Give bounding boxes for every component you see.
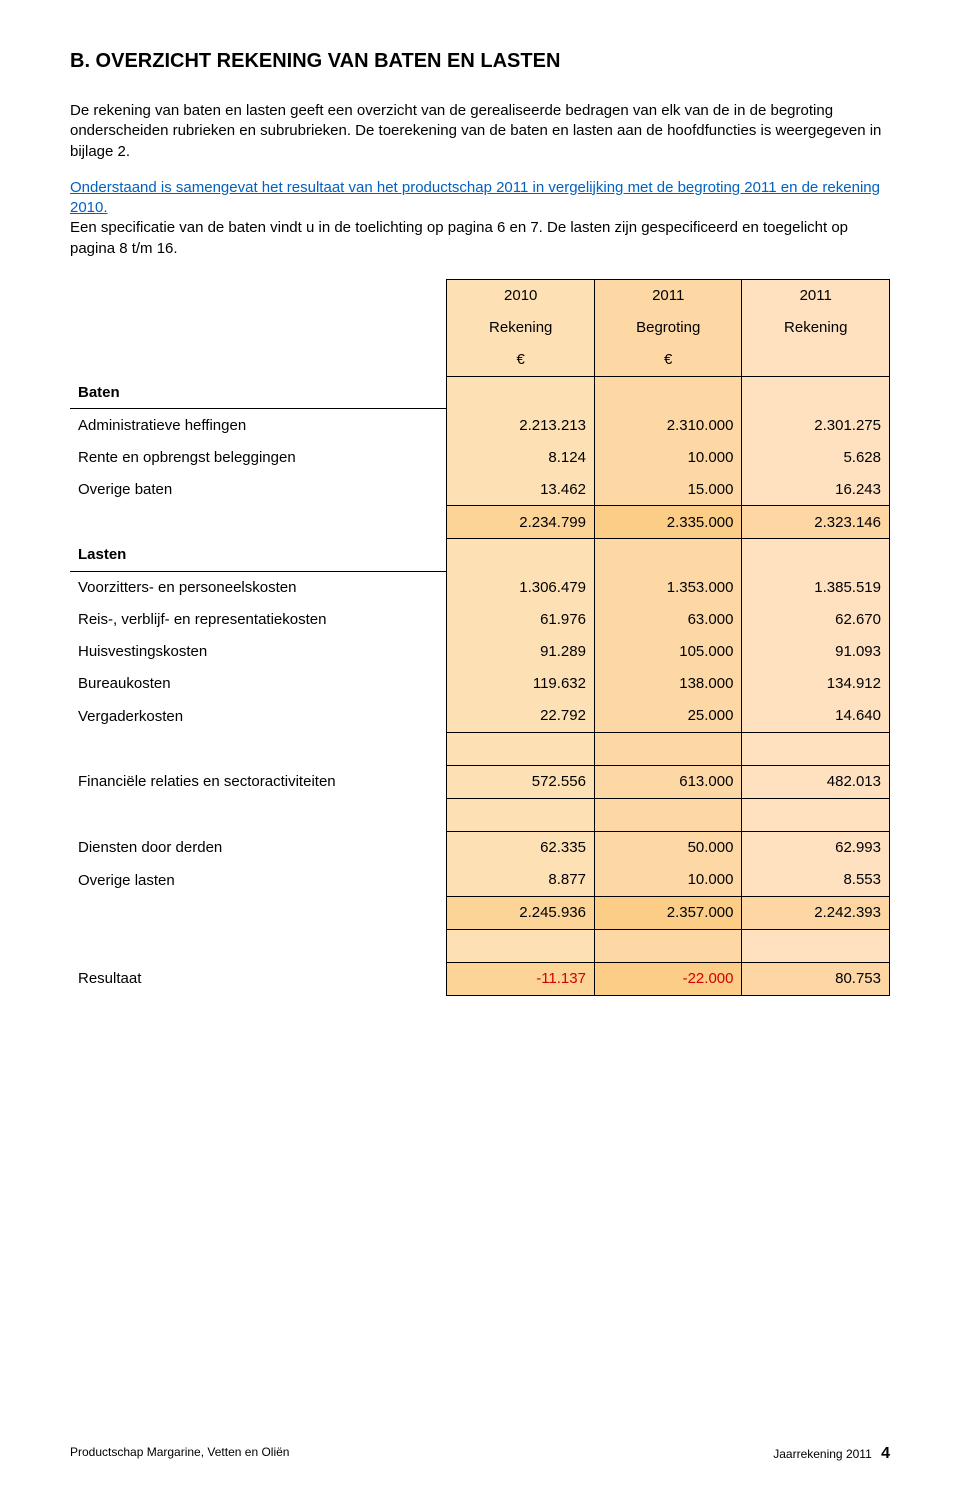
row-label: Diensten door derden	[70, 831, 447, 864]
cell: 61.976	[447, 604, 595, 636]
row-label: Huisvestingskosten	[70, 636, 447, 668]
year-2011b: 2011	[742, 279, 890, 312]
subhdr-rekening: Rekening	[447, 312, 595, 344]
footer-right-text: Jaarrekening 2011	[773, 1447, 872, 1461]
row-label: Rente en opbrengst beleggingen	[70, 441, 447, 473]
cell: 14.640	[742, 700, 890, 733]
table-row-subtotal: 2.245.936 2.357.000 2.242.393	[70, 896, 890, 929]
cell: 63.000	[594, 604, 742, 636]
table-row: Bureaukosten 119.632 138.000 134.912	[70, 668, 890, 700]
cell: 2.357.000	[594, 896, 742, 929]
cell: 8.124	[447, 441, 595, 473]
cell: 1.385.519	[742, 571, 890, 604]
cell: 16.243	[742, 473, 890, 506]
table-row: Rente en opbrengst beleggingen 8.124 10.…	[70, 441, 890, 473]
spacer-row	[70, 798, 890, 831]
cell: 119.632	[447, 668, 595, 700]
cell: 25.000	[594, 700, 742, 733]
table-row: Financiële relaties en sectoractiviteite…	[70, 765, 890, 798]
cell: 62.670	[742, 604, 890, 636]
table-row: Reis-, verblijf- en representatiekosten …	[70, 604, 890, 636]
cell: 572.556	[447, 765, 595, 798]
table-row: Overige lasten 8.877 10.000 8.553	[70, 864, 890, 897]
section-baten-label: Baten	[70, 376, 447, 409]
subhdr-rekening2: Rekening	[742, 312, 890, 344]
section-baten: Baten	[70, 376, 890, 409]
cell: 5.628	[742, 441, 890, 473]
cell: 2.323.146	[742, 506, 890, 539]
cell: 2.242.393	[742, 896, 890, 929]
row-label: Voorzitters- en personeelskosten	[70, 571, 447, 604]
row-label: Administratieve heffingen	[70, 409, 447, 442]
cell: 1.306.479	[447, 571, 595, 604]
cell: 10.000	[594, 864, 742, 897]
cell: 2.213.213	[447, 409, 595, 442]
row-label: Reis-, verblijf- en representatiekosten	[70, 604, 447, 636]
cell: 138.000	[594, 668, 742, 700]
page-number: 4	[881, 1445, 890, 1462]
summary-link[interactable]: Onderstaand is samengevat het resultaat …	[70, 179, 880, 216]
cell: 2.335.000	[594, 506, 742, 539]
cell: 613.000	[594, 765, 742, 798]
table-row-resultaat: Resultaat -11.137 -22.000 80.753	[70, 962, 890, 995]
row-label: Overige lasten	[70, 864, 447, 897]
paragraph-intro-2b: Een specificatie van de baten vindt u in…	[70, 219, 848, 256]
cur-1: €	[447, 344, 595, 377]
section-lasten-label: Lasten	[70, 539, 447, 572]
cell: 134.912	[742, 668, 890, 700]
table-row-currency: € €	[70, 344, 890, 377]
cell: 2.301.275	[742, 409, 890, 442]
cell: 10.000	[594, 441, 742, 473]
cell: 15.000	[594, 473, 742, 506]
cur-3	[742, 344, 890, 377]
cell: 80.753	[742, 962, 890, 995]
page-title: B. OVERZICHT REKENING VAN BATEN EN LASTE…	[70, 50, 890, 73]
cell: 13.462	[447, 473, 595, 506]
table-row: Diensten door derden 62.335 50.000 62.99…	[70, 831, 890, 864]
cell: 50.000	[594, 831, 742, 864]
table-row: Overige baten 13.462 15.000 16.243	[70, 473, 890, 506]
cell: 62.993	[742, 831, 890, 864]
cell: 8.877	[447, 864, 595, 897]
cell: 62.335	[447, 831, 595, 864]
footer-left: Productschap Margarine, Vetten en Oliën	[70, 1445, 289, 1463]
row-label: Vergaderkosten	[70, 700, 447, 733]
cell: 91.289	[447, 636, 595, 668]
table-row: Vergaderkosten 22.792 25.000 14.640	[70, 700, 890, 733]
cell: 8.553	[742, 864, 890, 897]
table-row-subtotal: 2.234.799 2.335.000 2.323.146	[70, 506, 890, 539]
section-lasten: Lasten	[70, 539, 890, 572]
paragraph-intro-1: De rekening van baten en lasten geeft ee…	[70, 101, 890, 162]
cur-2: €	[594, 344, 742, 377]
cell: 105.000	[594, 636, 742, 668]
cell: -22.000	[594, 962, 742, 995]
cell: 91.093	[742, 636, 890, 668]
page-footer: Productschap Margarine, Vetten en Oliën …	[70, 1445, 890, 1463]
cell: -11.137	[447, 962, 595, 995]
paragraph-intro-2: Onderstaand is samengevat het resultaat …	[70, 178, 890, 259]
cell: 1.353.000	[594, 571, 742, 604]
row-label: Overige baten	[70, 473, 447, 506]
year-2010: 2010	[447, 279, 595, 312]
row-label: Financiële relaties en sectoractiviteite…	[70, 765, 447, 798]
cell: 22.792	[447, 700, 595, 733]
table-row-subheader: Rekening Begroting Rekening	[70, 312, 890, 344]
footer-right: Jaarrekening 2011 4	[773, 1445, 890, 1463]
row-label: Bureaukosten	[70, 668, 447, 700]
row-label: Resultaat	[70, 962, 447, 995]
spacer-row	[70, 732, 890, 765]
cell: 2.245.936	[447, 896, 595, 929]
page: B. OVERZICHT REKENING VAN BATEN EN LASTE…	[0, 0, 960, 1487]
cell: 482.013	[742, 765, 890, 798]
table-row: Huisvestingskosten 91.289 105.000 91.093	[70, 636, 890, 668]
spacer-row	[70, 929, 890, 962]
cell: 2.310.000	[594, 409, 742, 442]
table-row: Voorzitters- en personeelskosten 1.306.4…	[70, 571, 890, 604]
subhdr-begroting: Begroting	[594, 312, 742, 344]
table-row: Administratieve heffingen 2.213.213 2.31…	[70, 409, 890, 442]
year-2011a: 2011	[594, 279, 742, 312]
finance-table: 2010 2011 2011 Rekening Begroting Rekeni…	[70, 279, 890, 996]
cell: 2.234.799	[447, 506, 595, 539]
table-row-years: 2010 2011 2011	[70, 279, 890, 312]
